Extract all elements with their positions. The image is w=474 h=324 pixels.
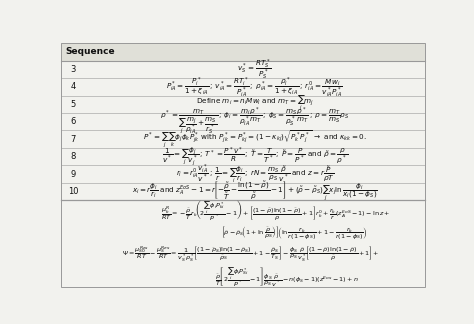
- Text: 10: 10: [68, 187, 78, 196]
- Text: 3: 3: [70, 65, 76, 74]
- Text: $\dfrac{\mu_k^R}{RT} = -\dfrac{\tilde{\rho}}{T}r_k\!\left(2\dfrac{\sum_i\phi_i P: $\dfrac{\mu_k^R}{RT} = -\dfrac{\tilde{\r…: [161, 199, 391, 223]
- Text: 8: 8: [70, 152, 76, 161]
- Text: 4: 4: [71, 82, 76, 91]
- Polygon shape: [61, 43, 425, 61]
- Text: $\left[\tilde{\rho}-\tilde{\rho}_S\!\left(1+\ln\dfrac{\tilde{\rho}}{\rho_S}\righ: $\left[\tilde{\rho}-\tilde{\rho}_S\!\lef…: [221, 224, 368, 241]
- Text: $\Psi = \dfrac{\mu_{S0}^{Res}}{RT} - \dfrac{\mu_S^{Res}}{RT} = \dfrac{1}{v_S^*\r: $\Psi = \dfrac{\mu_{S0}^{Res}}{RT} - \df…: [121, 245, 379, 264]
- Text: $P^* = \sum_j\sum_k \phi_j\phi_k P_{jk}^*$ with $P_{jk}^* = P_{kj}^* = (1-\kappa: $P^* = \sum_j\sum_k \phi_j\phi_k P_{jk}^…: [143, 128, 367, 150]
- Text: Define $m_i = n_i Mw_i$ and $m_T = \sum_j m_j$: Define $m_i = n_i Mw_i$ and $m_T = \sum_…: [196, 95, 314, 114]
- Text: $r_i = r_{iA}^0\dfrac{v_{iA}^*}{v^*}\,;\; \dfrac{1}{r} = \sum_i\dfrac{\phi_i}{r_: $r_i = r_{iA}^0\dfrac{v_{iA}^*}{v^*}\,;\…: [175, 163, 334, 186]
- Text: 9: 9: [71, 170, 76, 179]
- Text: Sequence: Sequence: [65, 47, 115, 56]
- Text: $\dfrac{1}{v^*} = \sum_j\dfrac{\phi_j}{v_j^*}\,;\; T^* = \dfrac{P^* v^*}{R}\,;\;: $\dfrac{1}{v^*} = \sum_j\dfrac{\phi_j}{v…: [162, 145, 348, 168]
- Text: $v_S^* = \dfrac{RT_S^*}{P_S^*}$: $v_S^* = \dfrac{RT_S^*}{P_S^*}$: [237, 57, 272, 81]
- Text: $\dfrac{\tilde{\rho}}{T}\!\left[2\dfrac{\sum_i\phi_i P_{Si}^*}{P^*}-1\right]\dfr: $\dfrac{\tilde{\rho}}{T}\!\left[2\dfrac{…: [215, 265, 359, 288]
- Text: 6: 6: [70, 117, 76, 126]
- Text: $x_i = r\dfrac{\phi_i}{r_i}$ and $z_A^{EoS}-1 = r\!\left[-\dfrac{\tilde{\rho}}{\: $x_i = r\dfrac{\phi_i}{r_i}$ and $z_A^{E…: [132, 180, 378, 203]
- Text: $\rho^* = \dfrac{m_T}{\sum_j \dfrac{m_j}{\rho_{iA}^*} + \dfrac{m_S}{r_S^*}}\,;\;: $\rho^* = \dfrac{m_T}{\sum_j \dfrac{m_j}…: [160, 106, 349, 137]
- Text: $P_{iA}^* = \dfrac{P_i^*}{1+\xi_{iA}}\,;\; v_{iA}^* = \dfrac{RT_i^*}{P_{iA}^*}\,: $P_{iA}^* = \dfrac{P_i^*}{1+\xi_{iA}}\,;…: [166, 75, 343, 99]
- Text: 7: 7: [70, 135, 76, 144]
- Text: 5: 5: [71, 100, 76, 109]
